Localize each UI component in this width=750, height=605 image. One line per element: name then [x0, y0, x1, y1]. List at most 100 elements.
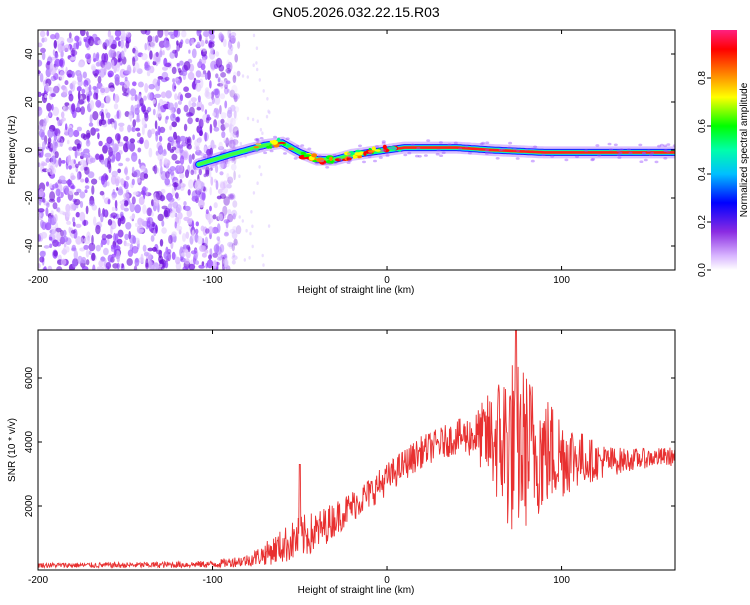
noise-blob [208, 41, 215, 48]
noise-blob [57, 207, 61, 213]
noise-blob [200, 63, 206, 71]
noise-blob [45, 115, 49, 123]
noise-blob [124, 242, 131, 247]
noise-blob [97, 75, 102, 84]
noise-blob [231, 84, 238, 94]
noise-blob [231, 156, 236, 162]
noise-blob [233, 238, 238, 246]
noise-blob [85, 85, 89, 94]
noise-blob [38, 42, 43, 48]
noise-blob [175, 135, 181, 145]
noise-blob [157, 125, 161, 136]
signal-fuzz [347, 155, 352, 159]
noise-blob [127, 141, 131, 150]
noise-blob [185, 231, 190, 239]
noise-blob [147, 45, 151, 51]
noise-blob [199, 130, 204, 137]
noise-blob [111, 194, 116, 200]
noise-blob [104, 210, 107, 216]
noise-blob [234, 93, 240, 100]
noise-blob [213, 119, 218, 128]
signal-fuzz [263, 151, 268, 155]
noise-blob [227, 107, 232, 115]
noise-blob [224, 160, 231, 164]
signal-fuzz [453, 141, 458, 145]
noise-blob [176, 107, 181, 115]
noise-blob [96, 266, 104, 270]
signal-fuzz [595, 144, 600, 147]
noise-blob [77, 79, 83, 87]
noise-blob [38, 59, 43, 67]
y-tick-label: 6000 [24, 366, 35, 389]
noise-blob [180, 39, 184, 45]
noise-blob [226, 173, 230, 179]
noise-blob [71, 244, 77, 251]
signal-fuzz [648, 153, 653, 157]
noise-blob [225, 68, 232, 74]
noise-blob [206, 70, 211, 81]
noise-blob [212, 112, 216, 117]
noise-blob [121, 263, 124, 269]
noise-blob [185, 111, 193, 118]
noise-blob [147, 35, 153, 43]
noise-blob [142, 204, 147, 215]
noise-blob [179, 135, 186, 142]
noise-blob [191, 220, 195, 230]
noise-blob [155, 51, 159, 58]
noise-blob [70, 204, 77, 210]
signal-fuzz [255, 137, 260, 141]
noise-blob [53, 39, 57, 49]
noise-blob [142, 244, 147, 252]
noise-blob [38, 263, 41, 269]
noise-blob [98, 140, 103, 147]
noise-blob [39, 250, 46, 258]
noise-blob [225, 80, 231, 85]
noise-blob [114, 74, 120, 82]
noise-blob [229, 89, 236, 98]
noise-blob [82, 266, 89, 270]
noise-blob [133, 169, 141, 178]
noise-blob [223, 219, 230, 224]
noise-blob [252, 191, 256, 195]
noise-blob [53, 213, 58, 223]
noise-blob [66, 220, 72, 225]
noise-blob [232, 194, 236, 200]
noise-blob [246, 75, 249, 79]
noise-blob [157, 30, 164, 38]
noise-blob [216, 257, 223, 261]
noise-blob [177, 164, 184, 173]
noise-blob [169, 125, 173, 131]
noise-blob [224, 100, 228, 109]
noise-blob [165, 171, 170, 179]
noise-blob [186, 209, 193, 218]
signal-fuzz [500, 147, 505, 151]
noise-blob [108, 87, 115, 92]
noise-blob [179, 60, 184, 66]
noise-blob [49, 62, 54, 69]
noise-blob [85, 249, 90, 258]
noise-blob [131, 166, 135, 174]
noise-blob [191, 153, 195, 160]
noise-blob [46, 202, 50, 208]
signal-fuzz [373, 159, 377, 163]
noise-blob [206, 148, 212, 156]
noise-blob [251, 224, 254, 229]
signal-fuzz [248, 150, 252, 154]
noise-blob [80, 178, 85, 183]
noise-blob [218, 32, 224, 40]
noise-blob [77, 255, 83, 264]
noise-blob [143, 251, 149, 257]
noise-blob [213, 244, 220, 254]
noise-blob [228, 39, 232, 50]
signal-fuzz [654, 160, 659, 164]
noise-blob [67, 127, 74, 138]
noise-blob [196, 30, 201, 37]
noise-blob [163, 251, 169, 260]
noise-blob [129, 215, 135, 220]
noise-blob [228, 33, 232, 42]
noise-blob [39, 30, 46, 38]
noise-blob [47, 141, 51, 149]
noise-blob [201, 57, 207, 65]
noise-blob [239, 141, 243, 146]
noise-blob [62, 247, 67, 256]
